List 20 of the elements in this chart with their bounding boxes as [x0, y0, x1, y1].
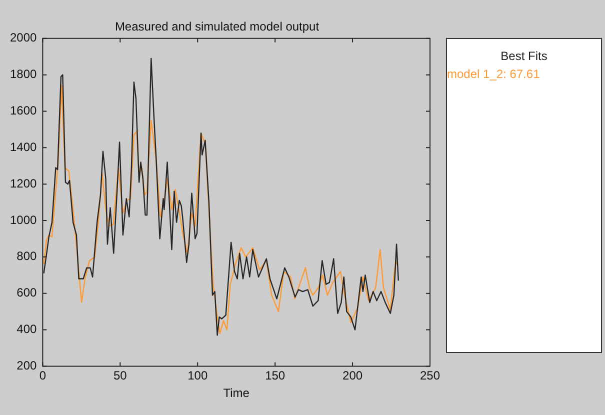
y-tick-label: 200	[16, 358, 38, 373]
chart-title: Measured and simulated model output	[114, 20, 320, 34]
y-tick-label: 1200	[10, 176, 38, 190]
x-tick-label: 0	[39, 368, 46, 383]
text: model 1_2: 67.61	[447, 67, 541, 81]
y-tick-label: 400	[16, 322, 38, 336]
x-tick-label: 100	[188, 368, 208, 383]
y-tick-label: 1600	[10, 104, 38, 118]
y-tick-label: 600	[16, 286, 38, 300]
y-tick-label: 1000	[10, 212, 38, 227]
x-tick-label: 150	[265, 368, 286, 383]
y-tick-label: 1400	[10, 140, 38, 154]
x-axis-title: Time	[223, 386, 250, 400]
y-tick-label: 1800	[10, 67, 38, 82]
y-tick-label: 800	[16, 249, 38, 264]
x-tick-label: 250	[420, 368, 440, 383]
legend-title: Best Fits	[500, 49, 548, 63]
x-tick-label: 200	[342, 368, 363, 383]
x-tick-label: 50	[113, 368, 128, 383]
y-tick-label: 2000	[10, 30, 38, 45]
